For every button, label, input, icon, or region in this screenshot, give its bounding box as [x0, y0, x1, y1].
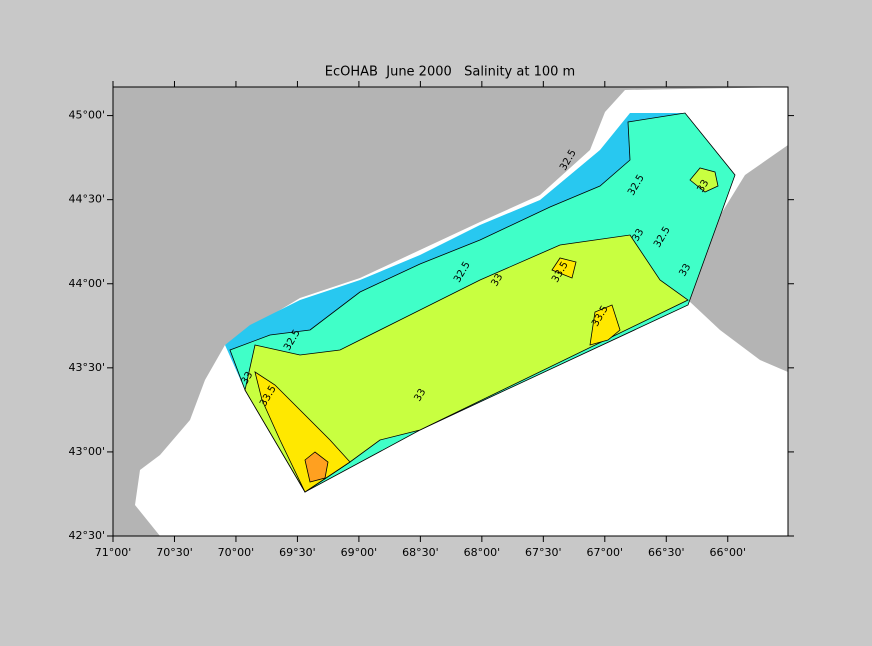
y-tick-label: 43°30'	[68, 361, 105, 374]
y-tick-label: 42°30'	[68, 529, 105, 542]
x-tick-label: 67°30'	[525, 546, 562, 559]
x-tick-label: 70°00'	[218, 546, 255, 559]
x-tick-label: 70°30'	[156, 546, 193, 559]
x-tick-label: 66°30'	[648, 546, 685, 559]
x-tick-label: 71°00'	[95, 546, 132, 559]
frame	[112, 86, 789, 537]
salinity-region	[689, 167, 719, 193]
x-tick-label: 68°00'	[464, 546, 501, 559]
y-tick-label: 45°00'	[68, 109, 105, 122]
y-tick-label: 44°30'	[68, 193, 105, 206]
x-tick-label: 67°00'	[587, 546, 624, 559]
salinity-region	[551, 257, 577, 279]
map-title: EcOHAB June 2000 Salinity at 100 m	[325, 65, 575, 80]
y-tick-label: 44°00'	[68, 277, 105, 290]
salinity-region	[304, 451, 329, 483]
x-tick-label: 69°30'	[279, 546, 316, 559]
x-tick-label: 68°30'	[402, 546, 439, 559]
salinity-region	[589, 304, 621, 346]
y-tick-label: 43°00'	[68, 445, 105, 458]
x-tick-label: 66°00'	[709, 546, 746, 559]
x-tick-label: 69°00'	[341, 546, 378, 559]
